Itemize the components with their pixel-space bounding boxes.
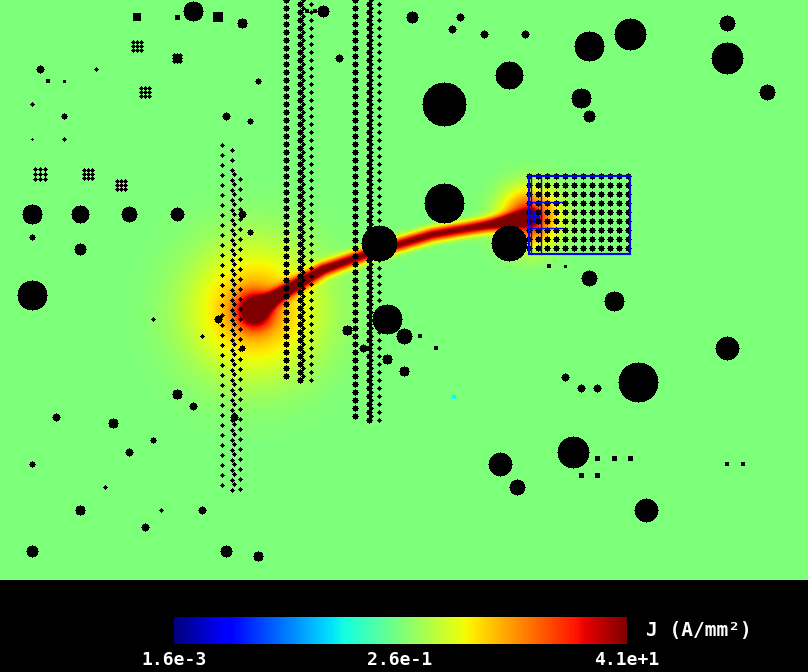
- Text: 4.1e+1: 4.1e+1: [594, 651, 659, 669]
- Text: 2.6e-1: 2.6e-1: [368, 651, 432, 669]
- Text: J (A/mm²): J (A/mm²): [646, 621, 752, 640]
- Text: 1.6e-3: 1.6e-3: [141, 651, 206, 669]
- Bar: [529, 176, 630, 254]
